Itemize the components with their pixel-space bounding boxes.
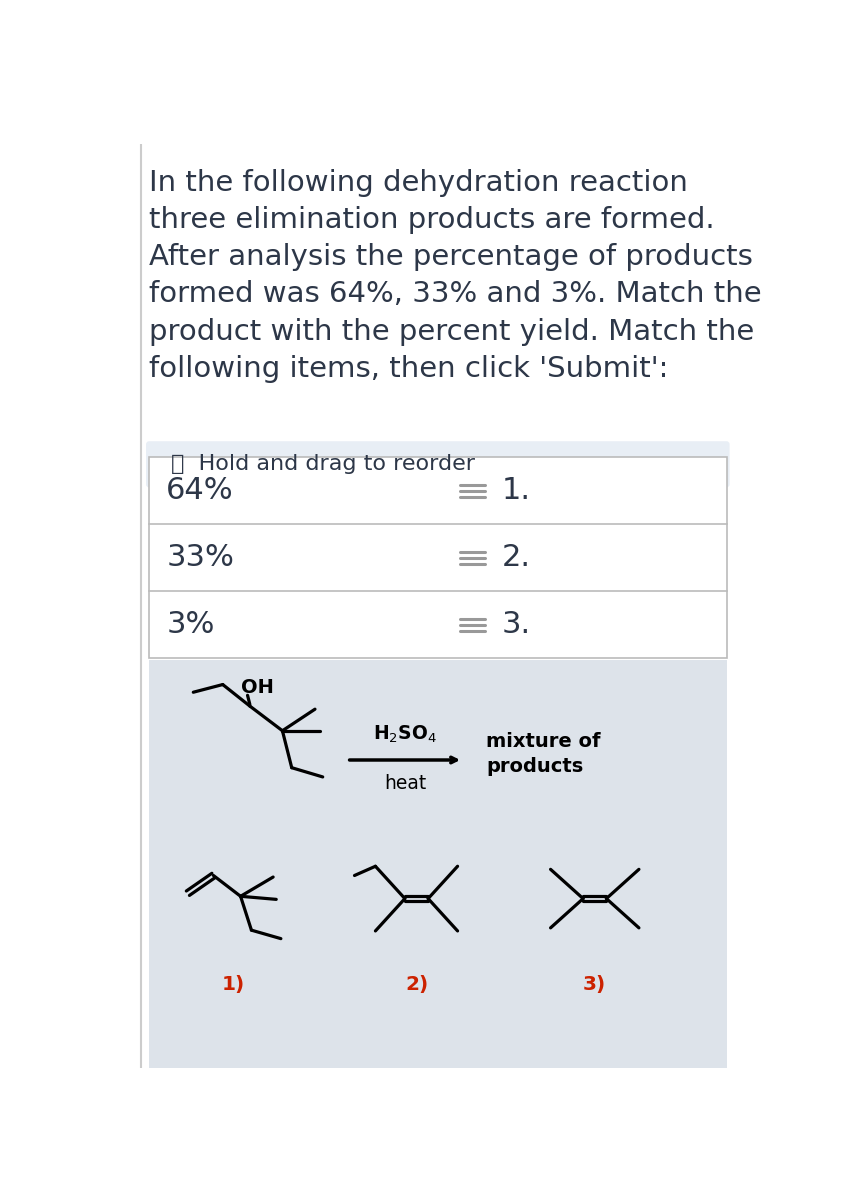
Text: H$_2$SO$_4$: H$_2$SO$_4$ [373,724,437,744]
Text: In the following dehydration reaction
three elimination products are formed.
Aft: In the following dehydration reaction th… [149,169,762,383]
Text: 1.: 1. [502,476,531,505]
Text: 2.: 2. [502,544,531,572]
FancyBboxPatch shape [146,442,729,487]
Text: mixture of
products: mixture of products [486,732,601,776]
Text: 64%: 64% [166,476,233,505]
Text: 3.: 3. [502,611,531,640]
Text: 1): 1) [222,976,245,995]
Text: 3): 3) [583,976,607,995]
Text: OH: OH [240,678,273,697]
Bar [149,660,727,1068]
Text: 2): 2) [405,976,428,995]
Text: ⓘ  Hold and drag to reorder: ⓘ Hold and drag to reorder [170,455,475,474]
Text: 3%: 3% [166,611,215,640]
Bar [149,457,727,659]
Text: heat: heat [383,774,426,793]
Text: 33%: 33% [166,544,234,572]
